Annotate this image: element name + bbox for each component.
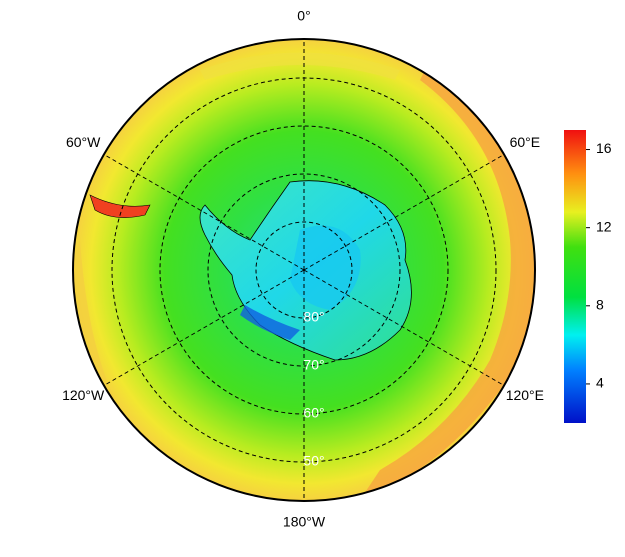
longitude-label: 60°W: [66, 134, 101, 150]
colorbar-tick-label: 8: [596, 297, 604, 313]
colorbar-tick-label: 12: [596, 218, 612, 234]
longitude-label: 0°: [297, 8, 310, 24]
meridian: [303, 154, 505, 271]
parallel: [111, 77, 497, 463]
parallel: [207, 173, 401, 367]
longitude-label: 120°W: [62, 387, 105, 403]
parallel: [159, 125, 449, 415]
latitude-label: 70°: [303, 357, 324, 373]
longitude-label: 120°E: [506, 387, 544, 403]
graticule: [103, 39, 505, 501]
colorbar-tick-label: 16: [596, 140, 612, 156]
map-border: [72, 38, 536, 502]
latitude-label: 60°: [303, 405, 324, 421]
parallel: [255, 221, 353, 319]
longitude-label: 60°E: [510, 134, 541, 150]
latitude-label: 80°: [303, 309, 324, 325]
latitude-label: 50°: [303, 453, 324, 469]
longitude-label: 180°W: [283, 514, 326, 530]
colorbar-tick-label: 4: [596, 375, 604, 391]
meridian: [103, 269, 305, 386]
colorbar: [564, 130, 586, 423]
